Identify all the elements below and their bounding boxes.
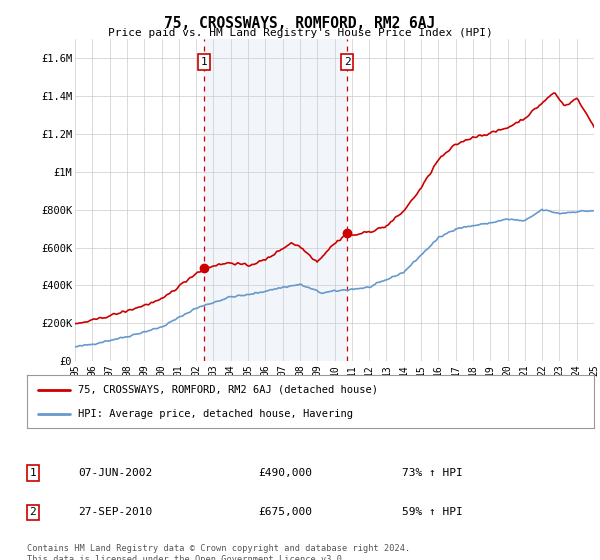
Text: 1: 1 bbox=[200, 57, 207, 67]
Text: 07-JUN-2002: 07-JUN-2002 bbox=[78, 468, 152, 478]
Text: 73% ↑ HPI: 73% ↑ HPI bbox=[402, 468, 463, 478]
Text: 27-SEP-2010: 27-SEP-2010 bbox=[78, 507, 152, 517]
Bar bbox=[204, 39, 347, 361]
Text: HPI: Average price, detached house, Havering: HPI: Average price, detached house, Have… bbox=[78, 409, 353, 419]
Text: 2: 2 bbox=[344, 57, 350, 67]
Text: £675,000: £675,000 bbox=[258, 507, 312, 517]
Text: 75, CROSSWAYS, ROMFORD, RM2 6AJ (detached house): 75, CROSSWAYS, ROMFORD, RM2 6AJ (detache… bbox=[78, 385, 378, 395]
Text: Contains HM Land Registry data © Crown copyright and database right 2024.
This d: Contains HM Land Registry data © Crown c… bbox=[27, 544, 410, 560]
Text: 2: 2 bbox=[29, 507, 37, 517]
Text: 59% ↑ HPI: 59% ↑ HPI bbox=[402, 507, 463, 517]
Text: Price paid vs. HM Land Registry's House Price Index (HPI): Price paid vs. HM Land Registry's House … bbox=[107, 28, 493, 38]
Text: 75, CROSSWAYS, ROMFORD, RM2 6AJ: 75, CROSSWAYS, ROMFORD, RM2 6AJ bbox=[164, 16, 436, 31]
Text: 1: 1 bbox=[29, 468, 37, 478]
Text: £490,000: £490,000 bbox=[258, 468, 312, 478]
